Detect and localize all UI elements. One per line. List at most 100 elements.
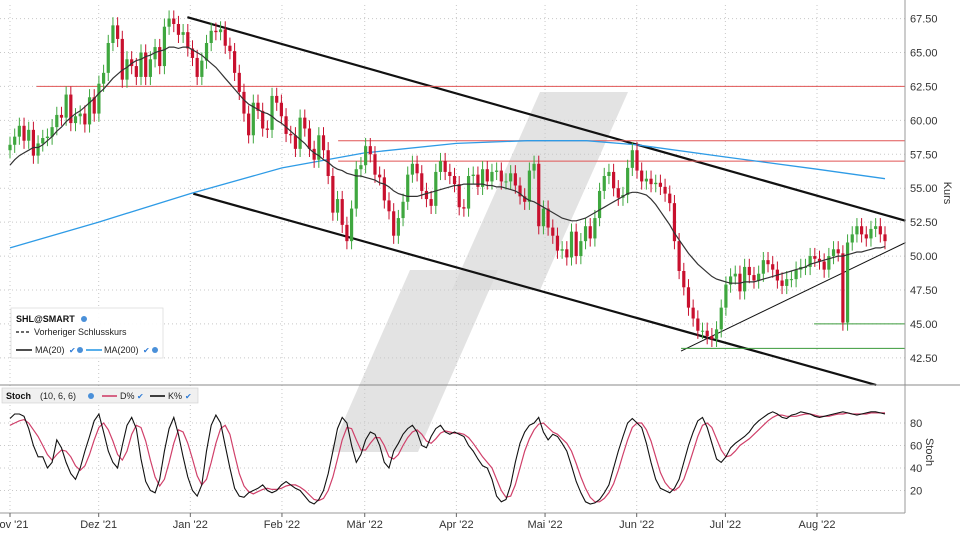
candle-body (874, 226, 878, 229)
candle-body (480, 169, 485, 187)
stoch-legend-icon[interactable] (88, 393, 94, 399)
price-tick-label: 45.00 (910, 319, 938, 331)
candle-body (420, 173, 424, 191)
candle-body (148, 59, 152, 77)
candle-body (495, 170, 499, 172)
stoch-grid (0, 385, 905, 513)
time-tick-label: Mär '22 (347, 519, 383, 531)
candle-body (17, 125, 21, 137)
candle-body (293, 135, 298, 149)
candle-body (429, 199, 433, 206)
legend-ma200-icon[interactable] (152, 347, 158, 353)
stoch-legend-k-check[interactable]: ✔ (185, 392, 192, 401)
candle-body (883, 234, 887, 242)
candle-body (214, 30, 218, 33)
candle-body (612, 171, 616, 189)
candle-body (186, 32, 190, 49)
candle-body (8, 144, 12, 151)
candle-body (466, 176, 471, 209)
candle-body (392, 211, 396, 236)
candle-body (452, 176, 457, 185)
stoch-tick-label: 60 (910, 441, 922, 453)
candle-body (616, 188, 620, 198)
candle-body (41, 138, 45, 144)
candle-body (312, 148, 316, 160)
price-tick-label: 57.50 (910, 149, 938, 161)
candle-body (691, 307, 695, 319)
legend-ticker-icon[interactable] (81, 316, 87, 322)
candle-body (724, 284, 728, 308)
price-tick-label: 55.00 (910, 183, 938, 195)
candle-body (845, 242, 850, 323)
candle-body (860, 226, 864, 235)
candle-body (546, 208, 550, 228)
candle-body (275, 95, 279, 103)
candle-body (771, 264, 775, 270)
candle-body (167, 18, 171, 27)
candle-body (83, 113, 87, 125)
candle-body (747, 266, 751, 276)
stochastic-lines (9, 411, 886, 505)
ma200-line (9, 140, 886, 249)
candle-body (251, 102, 255, 136)
candle-body (719, 307, 723, 330)
candle-body (808, 256, 812, 267)
candle-body (569, 231, 574, 258)
candle-body (134, 66, 138, 77)
candle-body (415, 163, 419, 174)
candle-body (513, 173, 517, 186)
stoch-legend-d-check[interactable]: ✔ (137, 392, 144, 401)
time-tick-label: Mai '22 (527, 519, 562, 531)
candle-body (335, 199, 340, 213)
candle-body (303, 117, 307, 129)
candle-body (139, 52, 143, 77)
candle-body (289, 133, 293, 136)
candle-body (696, 318, 700, 331)
candle-body (373, 154, 377, 175)
candle-body (677, 241, 681, 271)
candle-body (87, 97, 92, 125)
stoch-d-line (9, 412, 885, 503)
legend-ma20-check[interactable]: ✔ (69, 346, 76, 355)
candle-body (537, 163, 541, 227)
candle-body (223, 29, 227, 46)
candle-body (588, 226, 592, 239)
legend-ma20-icon[interactable] (77, 347, 83, 353)
time-tick-label: Jan '22 (173, 519, 208, 531)
time-tick-label: Jun '22 (619, 519, 654, 531)
candle-body (635, 150, 639, 171)
candle-body (200, 60, 204, 77)
candle-body (462, 207, 466, 209)
candle-body (789, 279, 794, 281)
candle-body (438, 161, 443, 172)
candle-body (743, 266, 747, 292)
candle-body (583, 226, 588, 242)
candle-body (752, 275, 756, 281)
panel-frames (0, 0, 960, 514)
candle-body (27, 129, 31, 141)
stoch-legend-params: (10, 6, 6) (40, 391, 76, 401)
price-axis: 42.50 45.00 47.50 50.00 52.50 55.00 57.50 60.00… (910, 14, 938, 365)
candle-body (766, 260, 770, 265)
candle-body (761, 260, 765, 274)
candle-body (106, 43, 110, 73)
legend-ma20: MA(20) (35, 345, 65, 355)
candle-body (256, 102, 260, 111)
candle-body (831, 249, 836, 257)
watermark-stroke-bottom (330, 270, 498, 452)
legend-ma200-check[interactable]: ✔ (143, 346, 150, 355)
candle-body (120, 38, 124, 80)
price-axis-label: Kurs (941, 182, 953, 205)
candle-body (172, 18, 176, 24)
stoch-tick-label: 20 (910, 486, 922, 498)
candle-body (261, 110, 265, 129)
candle-body (228, 45, 232, 52)
candle-body (780, 280, 784, 286)
candle-body (490, 171, 494, 182)
channel-upper-line (187, 16, 906, 222)
candle-body (321, 135, 326, 151)
price-tick-label: 67.50 (910, 14, 938, 26)
candle-body (97, 83, 101, 114)
candle-body (64, 94, 68, 118)
